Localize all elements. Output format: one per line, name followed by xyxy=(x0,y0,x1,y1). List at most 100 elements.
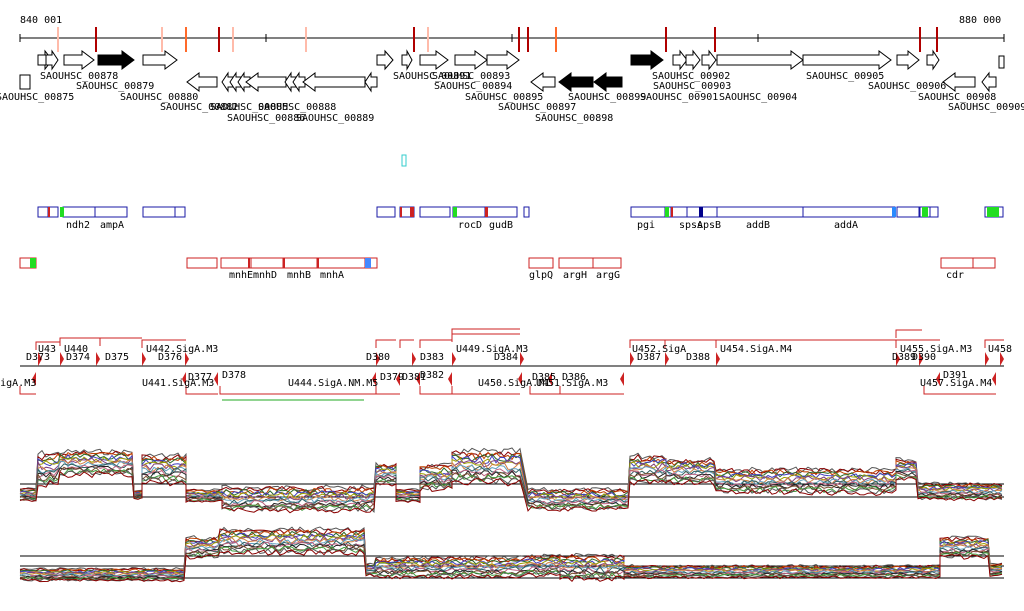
region-tss-marker xyxy=(416,372,420,386)
region-tss-marker xyxy=(412,352,416,366)
gene-label-saouhsc-00909[interactable]: SAOUHSC_00909 xyxy=(948,102,1024,113)
region-label-d389[interactable]: D389 xyxy=(892,352,916,363)
operon-box-reverse xyxy=(528,257,554,269)
operon-box-reverse xyxy=(940,257,974,269)
region-label-d385[interactable]: D385 xyxy=(532,372,556,383)
gene-label-saouhsc-00902[interactable]: SAOUHSC_00902 xyxy=(652,71,730,82)
gene-arrow xyxy=(142,50,178,70)
region-label-u458[interactable]: U458 xyxy=(988,344,1012,355)
operon-box-forward xyxy=(686,206,702,218)
coordinate-ruler: 840 001 880 000 xyxy=(19,15,1005,52)
region-label-d383[interactable]: D383 xyxy=(420,352,444,363)
region-tss-marker xyxy=(630,352,634,366)
operon-box-forward xyxy=(523,206,530,218)
gene-label-saouhsc-00882[interactable]: SAOUHSC_00882 xyxy=(160,102,238,113)
operon-label-spsb[interactable]: spsB xyxy=(697,220,721,231)
region-bracket xyxy=(375,386,400,395)
region-label-u451[interactable]: U451.SigA.M3 xyxy=(536,378,608,389)
region-label-u441[interactable]: U441.SigA.M3 xyxy=(142,378,214,389)
region-tss-marker xyxy=(182,372,186,386)
gene-label-saouhsc-00908[interactable]: SAOUHSC_00908 xyxy=(918,92,996,103)
operon-label-mnhd[interactable]: mnhD xyxy=(253,270,277,281)
region-tss-marker xyxy=(448,372,452,386)
operon-label-ndh2[interactable]: ndh2 xyxy=(66,220,90,231)
region-label-u457[interactable]: U457.SigA.M4 xyxy=(920,378,992,389)
region-label-u455[interactable]: U455.SigA.M3 xyxy=(900,344,972,355)
region-label-d386[interactable]: D386 xyxy=(562,372,586,383)
operon-label-spsa[interactable]: spsA xyxy=(679,220,703,231)
region-label-d381[interactable]: D381 xyxy=(402,372,426,383)
operon-label-pgi[interactable]: pgi xyxy=(637,220,655,231)
region-label-u444[interactable]: U444.SigA.NM.M5 xyxy=(288,378,378,389)
region-bracket xyxy=(99,337,142,346)
gene-label-saouhsc-00899[interactable]: SAOUHSC_00899 xyxy=(568,92,646,103)
region-label-u454[interactable]: U454.SigA.M4 xyxy=(720,344,792,355)
gene-label-saouhsc-00894[interactable]: SAOUHSC_00894 xyxy=(434,81,512,92)
gene-label-saouhsc-00903[interactable]: SAOUHSC_00903 xyxy=(653,81,731,92)
gene-label-saouhsc-00897[interactable]: SAOUHSC_00897 xyxy=(498,102,576,113)
region-label-d390[interactable]: D390 xyxy=(912,352,936,363)
region-label-u43[interactable]: U43 xyxy=(38,344,56,355)
region-label-d374[interactable]: D374 xyxy=(66,352,90,363)
region-bracket xyxy=(984,339,1004,348)
operon-label-rocd[interactable]: rocD xyxy=(458,220,482,231)
operon-label-mnhe[interactable]: mnhE xyxy=(229,270,253,281)
gene-label-saouhsc-00878[interactable]: SAOUHSC_00878 xyxy=(40,71,118,82)
gene-label-saouhsc-00895[interactable]: SAOUHSC_00895 xyxy=(465,92,543,103)
operon-label-addb[interactable]: addB xyxy=(746,220,770,231)
gene-label-saouhsc-00880[interactable]: SAOUHSC_00880 xyxy=(120,92,198,103)
operon-tick xyxy=(317,258,319,268)
gene-label-saouhsc-00888[interactable]: SAOUHSC_00888 xyxy=(258,102,336,113)
operon-label-ampa[interactable]: ampA xyxy=(100,220,124,231)
gene-label-saouhsc-00885[interactable]: SAOUHSC_00885 xyxy=(210,102,288,113)
region-label-u439[interactable]: U439.SigA.M3 xyxy=(0,378,36,389)
region-label-u442[interactable]: U442.SigA.M3 xyxy=(146,344,218,355)
gene-label-saouhsc-00904[interactable]: SAOUHSC_00904 xyxy=(719,92,797,103)
region-label-d382[interactable]: D382 xyxy=(420,370,444,381)
region-label-u450[interactable]: U450.SigA.M1 xyxy=(478,378,550,389)
region-label-d377[interactable]: D377 xyxy=(188,372,212,383)
gene-label-saouhsc-00905[interactable]: SAOUHSC_00905 xyxy=(806,71,884,82)
operon-end-marker xyxy=(671,207,673,217)
region-label-d375[interactable]: D375 xyxy=(105,352,129,363)
operon-label-argh[interactable]: argH xyxy=(563,270,587,281)
operon-label-glpq[interactable]: glpQ xyxy=(529,270,553,281)
operon-label-argg[interactable]: argG xyxy=(596,270,620,281)
operon-box-reverse xyxy=(186,257,218,269)
region-label-d376[interactable]: D376 xyxy=(158,352,182,363)
region-tss-marker xyxy=(372,372,376,386)
region-label-u452[interactable]: U452.SigA xyxy=(632,344,686,355)
gene-label-saouhsc-00893[interactable]: SAOUHSC_00893 xyxy=(432,71,510,82)
region-bracket xyxy=(451,333,520,342)
gene-label-saouhsc-00891[interactable]: SAOUHSC_00891 xyxy=(393,71,471,82)
operon-box-forward xyxy=(419,206,451,218)
region-tss-marker xyxy=(60,352,64,366)
region-label-d387[interactable]: D387 xyxy=(637,352,661,363)
gene-label-saouhsc-00901[interactable]: SAOUHSC_00901 xyxy=(640,92,718,103)
gene-label-saouhsc-00898[interactable]: SAOUHSC_00898 xyxy=(535,113,613,124)
region-label-d384[interactable]: D384 xyxy=(494,352,518,363)
region-label-d388[interactable]: D388 xyxy=(686,352,710,363)
region-label-d379[interactable]: D379 xyxy=(380,372,404,383)
region-label-d391[interactable]: D391 xyxy=(943,370,967,381)
gene-label-saouhsc-00879[interactable]: SAOUHSC_00879 xyxy=(76,81,154,92)
gene-label-saouhsc-00875[interactable]: SAOUHSC_00875 xyxy=(0,92,74,103)
gene-label-saouhsc-00886[interactable]: SAOUHSC_00886 xyxy=(227,113,305,124)
operon-label-cdr[interactable]: cdr xyxy=(946,270,964,281)
region-bracket xyxy=(35,341,60,350)
region-label-d373[interactable]: D373 xyxy=(26,352,50,363)
gene-arrow xyxy=(685,49,701,71)
region-label-d380[interactable]: D380 xyxy=(366,352,390,363)
gene-arrow xyxy=(45,49,59,71)
operon-label-mnhb[interactable]: mnhB xyxy=(287,270,311,281)
region-label-u449[interactable]: U449.SigA.M3 xyxy=(456,344,528,355)
region-label-u440[interactable]: U440 xyxy=(64,344,88,355)
operon-label-gudb[interactable]: gudB xyxy=(489,220,513,231)
operon-box-reverse xyxy=(282,257,318,269)
operon-label-mnha[interactable]: mnhA xyxy=(320,270,344,281)
operon-label-adda[interactable]: addA xyxy=(834,220,858,231)
operon-box-reverse xyxy=(592,257,622,269)
region-label-d378[interactable]: D378 xyxy=(222,370,246,381)
gene-label-saouhsc-00906[interactable]: SAOUHSC_00906 xyxy=(868,81,946,92)
gene-label-saouhsc-00889[interactable]: SAOUHSC_00889 xyxy=(296,113,374,124)
